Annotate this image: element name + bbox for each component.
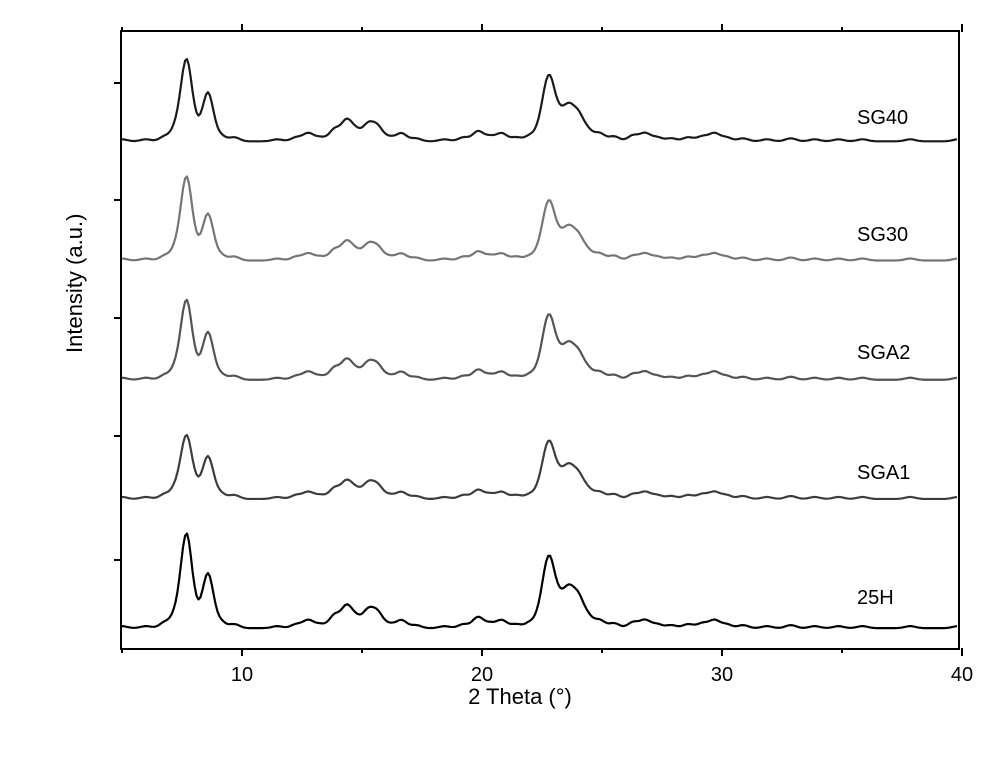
series-SG40	[122, 59, 957, 141]
xrd-chart: Intensity (a.u.) 10203040SG40SG30SGA2SGA…	[60, 20, 980, 720]
series-SGA1	[122, 435, 957, 499]
x-tick-label: 30	[711, 664, 733, 687]
series-label-SGA2: SGA2	[857, 342, 910, 365]
series-label-SG40: SG40	[857, 107, 908, 130]
series-25H	[122, 534, 957, 629]
x-axis-label: 2 Theta (°)	[468, 684, 572, 710]
y-axis-label: Intensity (a.u.)	[62, 214, 88, 353]
series-SG30	[122, 176, 957, 260]
x-tick-label: 40	[951, 664, 973, 687]
series-SGA2	[122, 300, 957, 380]
plot-area: 10203040SG40SG30SGA2SGA125H	[120, 30, 960, 650]
series-label-25H: 25H	[857, 587, 894, 610]
xrd-curves	[122, 32, 958, 648]
x-tick-label: 10	[231, 664, 253, 687]
series-label-SG30: SG30	[857, 224, 908, 247]
series-label-SGA1: SGA1	[857, 462, 910, 485]
